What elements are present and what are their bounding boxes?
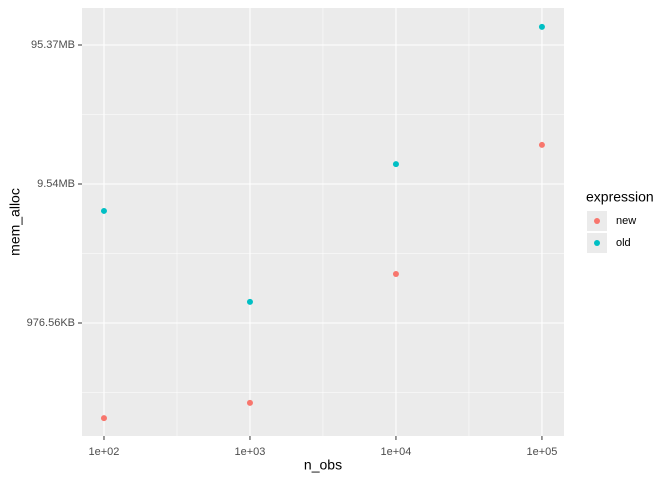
legend-title: expression (586, 189, 654, 205)
legend-label: old (616, 237, 631, 249)
point (538, 141, 545, 148)
legend-label: new (616, 215, 636, 227)
point (246, 399, 253, 406)
point (100, 415, 107, 422)
y-tick-label: 95.37MB (31, 39, 75, 51)
legend-point (594, 240, 600, 246)
x-tick-label: 1e+04 (381, 446, 412, 458)
x-axis-title: n_obs (304, 457, 342, 473)
x-tick-label: 1e+02 (89, 446, 120, 458)
y-tick-label: 9.54MB (37, 178, 75, 190)
legend-point (594, 218, 600, 224)
point (392, 271, 399, 278)
point (100, 207, 107, 214)
point (392, 161, 399, 168)
y-tick-label: 976.56KB (27, 317, 75, 329)
x-tick-label: 1e+05 (526, 446, 557, 458)
y-axis-title: mem_alloc (7, 188, 23, 256)
point (246, 298, 253, 305)
x-tick-label: 1e+03 (235, 446, 266, 458)
point (538, 23, 545, 30)
